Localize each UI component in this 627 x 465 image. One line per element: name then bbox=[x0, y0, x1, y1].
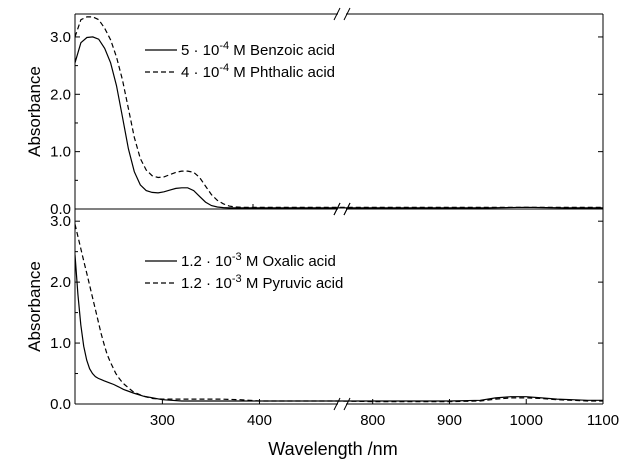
panel2-legend-label-1: 1.2 · 10-3 M Oxalic acid bbox=[181, 251, 336, 270]
panel2-xtick-label: 1100 bbox=[587, 412, 619, 429]
panel2-xlabel: Wavelength /nm bbox=[268, 439, 397, 459]
panel2-ytick-label: 3.0 bbox=[50, 213, 71, 230]
panel2-xtick-label: 400 bbox=[247, 412, 272, 429]
panel2-legend-label-2: 1.2 · 10-3 M Pyruvic acid bbox=[181, 273, 343, 292]
panel2-ytick-label: 2.0 bbox=[50, 274, 71, 291]
panel1-break-mark bbox=[333, 7, 341, 21]
panel1-ytick-label: 2.0 bbox=[50, 86, 71, 103]
panel1-ytick-label: 1.0 bbox=[50, 144, 71, 161]
panel2-xtick-label: 1000 bbox=[510, 412, 543, 429]
panel2-break-mark bbox=[343, 397, 351, 411]
panel2-xtick-label: 300 bbox=[150, 412, 175, 429]
panel2-break-mark bbox=[343, 202, 351, 216]
panel2-break-mark bbox=[333, 202, 341, 216]
panel1-ytick-label: 0.0 bbox=[50, 201, 71, 218]
panel1-legend-label-2: 4 · 10-4 M Phthalic acid bbox=[181, 62, 335, 81]
panel1-series-1-line bbox=[75, 36, 603, 209]
panel2-series-1-line bbox=[75, 254, 603, 402]
panel2-ytick-label: 1.0 bbox=[50, 335, 71, 352]
panel1-ytick-label: 3.0 bbox=[50, 29, 71, 46]
panel1-break-mark bbox=[343, 7, 351, 21]
panel1-series-2-line bbox=[75, 16, 603, 208]
panel2-xtick-label: 900 bbox=[437, 412, 462, 429]
panel2-series-2-line bbox=[75, 224, 603, 403]
panel1-ylabel: Absorbance bbox=[25, 66, 44, 157]
panel2-xtick-label: 800 bbox=[360, 412, 385, 429]
panel2-break-mark bbox=[333, 397, 341, 411]
panel2-ylabel: Absorbance bbox=[25, 261, 44, 352]
panel1-legend-label-1: 5 · 10-4 M Benzoic acid bbox=[181, 40, 335, 59]
panel2-ytick-label: 0.0 bbox=[50, 396, 71, 413]
